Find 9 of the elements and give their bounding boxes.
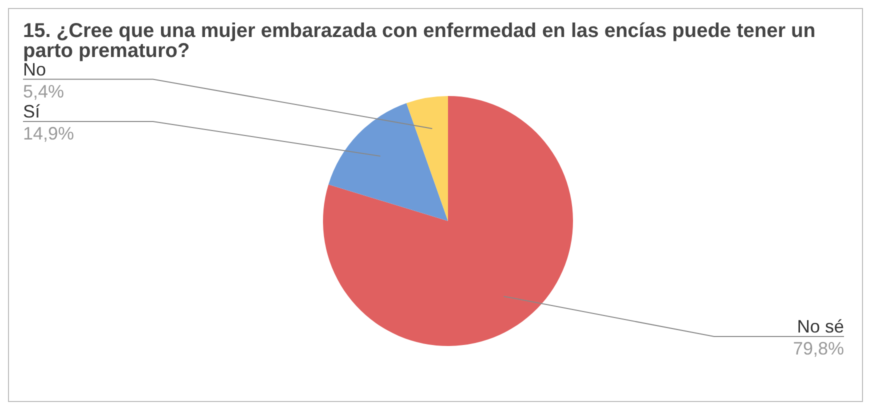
data-label: 79,8% (792, 338, 844, 359)
pie-slice (328, 103, 448, 221)
data-label: 14,9% (23, 124, 74, 144)
pie-slice (323, 96, 573, 346)
slice-label: Sí (23, 102, 40, 122)
slice-label: No sé (796, 316, 844, 337)
data-label: 5,4% (23, 81, 64, 102)
chart-title: 15. ¿Cree que una mujer embarazada con enfermedad en las encías puede tener un parto prematuro? (22, 19, 816, 62)
pie-slice (406, 96, 448, 221)
